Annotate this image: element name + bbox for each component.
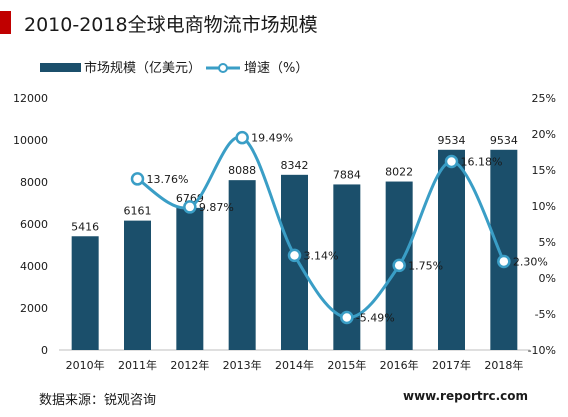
legend-line-marker — [218, 63, 228, 73]
left-tick-label: 12000 — [13, 92, 48, 105]
legend: 市场规模（亿美元） 增速（%） — [40, 60, 308, 76]
source-note: 数据来源：锐观咨询 — [39, 393, 157, 408]
growth-point — [497, 254, 511, 269]
bar — [438, 149, 465, 350]
bar-value-label: 7884 — [333, 168, 361, 181]
growth-point — [340, 310, 354, 325]
right-axis: -10% -5% 0% 5% 10% 15% 20% 25% — [528, 92, 556, 357]
bar — [228, 180, 256, 350]
left-tick-label: 10000 — [13, 134, 48, 147]
title-accent-bar — [0, 11, 11, 34]
right-tick-label: -10% — [528, 344, 556, 357]
x-tick-label: 2014年 — [275, 358, 314, 372]
growth-point — [183, 200, 197, 214]
legend-line-label: 增速（%） — [244, 61, 308, 76]
legend-bar-swatch — [40, 63, 81, 72]
growth-value-label: 16.18% — [461, 156, 503, 169]
x-tick-label: 2016年 — [380, 358, 419, 372]
chart-title: 2010-2018全球电商物流市场规模 — [24, 14, 318, 36]
bar-value-label: 8088 — [228, 164, 256, 177]
bar-value-label: 5416 — [71, 220, 99, 233]
x-tick-label: 2017年 — [432, 358, 471, 372]
x-tick-label: 2018年 — [484, 358, 523, 372]
x-tick-label: 2010年 — [66, 358, 105, 372]
x-tick-label: 2011年 — [118, 358, 157, 372]
bar-value-label: 8022 — [385, 166, 413, 179]
growth-value-label: 9.87% — [199, 201, 234, 214]
growth-point — [287, 248, 302, 263]
line-series — [130, 130, 511, 325]
growth-value-label: 3.14% — [304, 249, 339, 262]
growth-point — [392, 258, 406, 273]
x-tick-label: 2015年 — [327, 358, 366, 372]
line-value-labels: 13.76% 9.87% 19.49% 3.14% -5.49% 1.75% 16.18% 2… — [147, 132, 548, 325]
x-tick-label: 2013年 — [223, 358, 262, 372]
bar — [490, 149, 518, 350]
growth-point — [444, 154, 459, 169]
legend-bar-label: 市场规模（亿美元） — [84, 60, 201, 76]
bar — [333, 184, 361, 350]
bar-value-label: 9534 — [438, 134, 466, 147]
left-tick-label: 0 — [41, 344, 48, 357]
right-tick-label: 25% — [532, 92, 556, 105]
right-tick-label: 10% — [532, 200, 556, 213]
website-watermark: www.reportrc.com — [403, 389, 529, 403]
left-tick-label: 2000 — [20, 302, 48, 315]
bar — [281, 174, 308, 350]
bar-value-label: 9534 — [490, 134, 518, 147]
bar — [71, 236, 99, 350]
left-tick-label: 4000 — [20, 260, 48, 273]
bar-series — [71, 149, 518, 350]
bar — [176, 207, 204, 350]
left-axis: 0 2000 4000 6000 8000 10000 12000 — [13, 92, 48, 357]
right-tick-label: -5% — [535, 308, 556, 321]
growth-value-label: 13.76% — [147, 173, 189, 186]
right-tick-label: 5% — [539, 236, 556, 249]
bar-value-label: 8342 — [281, 159, 309, 172]
bar — [124, 220, 151, 350]
growth-value-label: 1.75% — [408, 259, 443, 272]
growth-point — [235, 130, 249, 145]
right-tick-label: 0% — [539, 272, 556, 285]
x-tick-label: 2012年 — [170, 358, 209, 372]
x-axis: 2010年 2011年 2012年 2013年 2014年 2015年 2016年 2017年… — [66, 358, 524, 372]
bar-value-label: 6161 — [124, 205, 152, 218]
right-tick-label: 20% — [532, 128, 556, 141]
growth-value-label: 19.49% — [251, 132, 293, 145]
growth-value-label: -5.49% — [356, 312, 395, 325]
left-tick-label: 6000 — [20, 218, 48, 231]
growth-value-label: 2.30% — [513, 255, 548, 268]
right-tick-label: 15% — [532, 164, 556, 177]
left-tick-label: 8000 — [20, 176, 48, 189]
growth-point — [130, 172, 145, 186]
